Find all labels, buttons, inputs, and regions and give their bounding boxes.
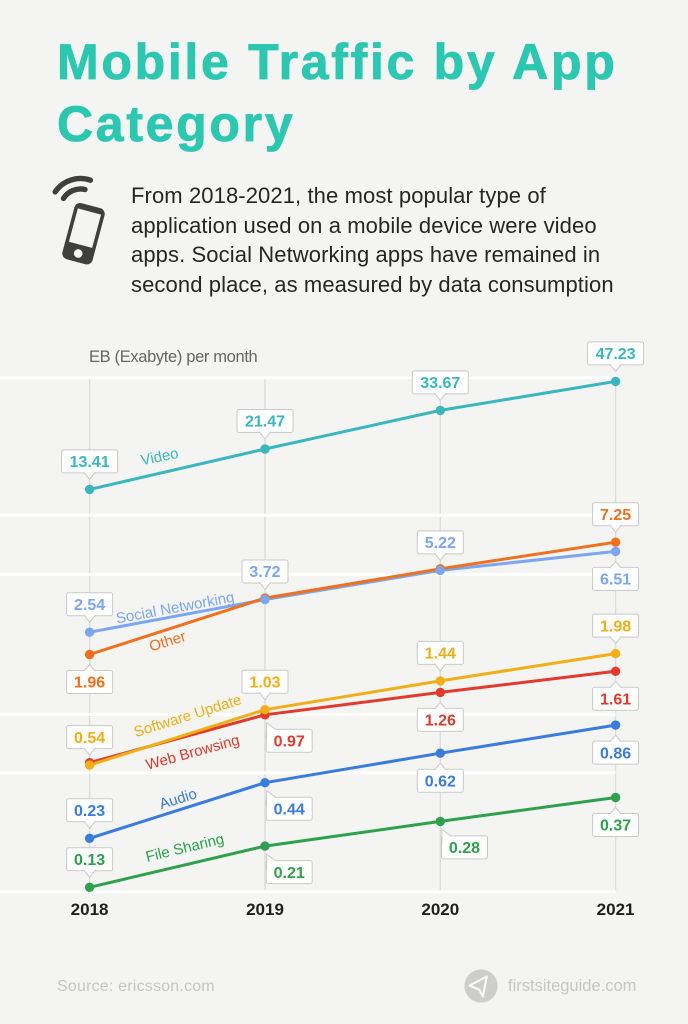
svg-text:1.98: 1.98 (600, 618, 631, 635)
svg-text:2021: 2021 (597, 900, 635, 919)
svg-text:1.61: 1.61 (600, 692, 631, 709)
svg-text:0.28: 0.28 (449, 840, 480, 857)
svg-text:0.44: 0.44 (274, 801, 305, 818)
svg-text:7.25: 7.25 (600, 507, 631, 524)
svg-text:0.86: 0.86 (600, 745, 631, 762)
svg-text:5.22: 5.22 (425, 535, 456, 552)
svg-text:1.26: 1.26 (425, 713, 456, 730)
svg-text:EB (Exabyte) per month: EB (Exabyte) per month (89, 348, 258, 366)
svg-text:21.47: 21.47 (245, 414, 285, 431)
svg-text:2018: 2018 (71, 900, 109, 919)
svg-text:1.96: 1.96 (74, 675, 105, 692)
svg-text:2.54: 2.54 (74, 597, 105, 614)
svg-text:47.23: 47.23 (596, 346, 636, 363)
svg-text:0.62: 0.62 (425, 773, 456, 790)
svg-text:File Sharing: File Sharing (144, 831, 226, 866)
svg-text:0.97: 0.97 (274, 734, 305, 751)
svg-text:0.37: 0.37 (600, 818, 631, 835)
svg-text:1.03: 1.03 (249, 674, 280, 691)
svg-text:Social Networking: Social Networking (115, 589, 236, 628)
svg-text:0.54: 0.54 (74, 730, 105, 747)
svg-text:0.21: 0.21 (274, 865, 305, 882)
svg-text:13.41: 13.41 (70, 454, 110, 471)
svg-text:1.44: 1.44 (425, 646, 456, 663)
svg-text:3.72: 3.72 (249, 564, 280, 581)
svg-text:2019: 2019 (246, 900, 284, 919)
svg-text:Other: Other (147, 628, 188, 655)
svg-text:Web Browsing: Web Browsing (144, 732, 241, 774)
svg-text:6.51: 6.51 (600, 572, 631, 589)
svg-text:0.23: 0.23 (74, 803, 105, 820)
svg-text:2020: 2020 (421, 900, 459, 919)
svg-text:33.67: 33.67 (420, 375, 460, 392)
svg-text:Video: Video (139, 445, 180, 469)
svg-text:0.13: 0.13 (74, 852, 105, 869)
